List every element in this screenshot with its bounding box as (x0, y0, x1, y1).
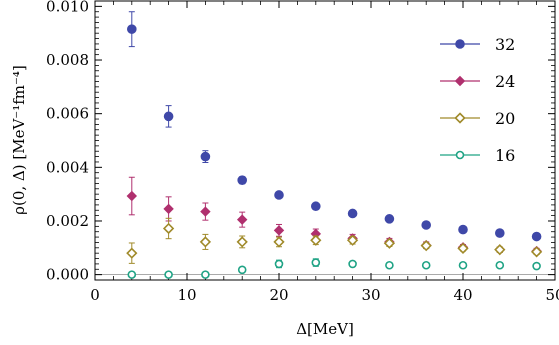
data-point (127, 24, 137, 34)
data-point (311, 201, 321, 212)
data-point (162, 222, 175, 235)
legend-label-32: 32 (495, 35, 515, 54)
data-point (236, 214, 248, 225)
x-tick-label: 10 (177, 286, 196, 304)
legend-marker-24 (454, 75, 466, 87)
data-point (420, 240, 432, 252)
data-point (273, 236, 285, 248)
legend: 32 24 20 16 (440, 35, 515, 165)
data-point (163, 203, 174, 215)
data-point (457, 242, 469, 254)
x-axis-title: Δ[MeV] (296, 320, 354, 338)
y-tick-label: 0.006 (46, 105, 89, 123)
data-point (348, 259, 357, 269)
data-point (495, 260, 505, 270)
data-point (237, 175, 247, 186)
legend-label-20: 20 (495, 109, 515, 128)
data-point (237, 265, 247, 275)
series-32 (127, 11, 542, 242)
data-point (200, 151, 211, 162)
y-tick-label: 0.008 (46, 51, 89, 69)
data-point (458, 260, 468, 270)
x-tick-label: 50 (545, 286, 559, 304)
data-point (199, 236, 212, 248)
legend-marker-16 (455, 150, 465, 160)
legend-label-24: 24 (495, 72, 515, 91)
data-point (530, 246, 543, 258)
legend-marker-32 (455, 39, 465, 49)
data-point (421, 220, 432, 230)
data-point (164, 270, 173, 279)
y-tick-label: 0.000 (46, 266, 89, 284)
series-16 (127, 258, 541, 279)
x-tick-label: 0 (90, 286, 100, 304)
y-tick-label: 0.002 (46, 212, 89, 230)
data-point (531, 231, 542, 242)
data-point (126, 190, 138, 202)
series-group (126, 11, 543, 279)
data-point (163, 111, 174, 122)
data-point (383, 237, 396, 249)
series-20 (126, 217, 543, 264)
plot-frame (94, 0, 556, 281)
data-point (495, 228, 505, 238)
series-24 (126, 176, 542, 257)
tick-group: 0 10 20 30 40 50 0.000 0.002 0.004 0.006 0.008 0.01… (46, 0, 559, 304)
data-point (421, 260, 431, 270)
data-point (311, 258, 321, 267)
data-point (347, 208, 358, 219)
data-point (346, 234, 359, 246)
y-axis-title: ρ(0, Δ) [MeV⁻¹fm⁻⁴] (10, 65, 28, 215)
data-point (532, 261, 541, 271)
data-point (201, 270, 210, 279)
legend-marker-20 (454, 112, 466, 124)
data-point (273, 225, 285, 236)
data-point (384, 214, 395, 224)
data-point (385, 260, 394, 270)
data-point (127, 270, 137, 279)
y-tick-label: 0.010 (46, 0, 89, 15)
x-tick-label: 20 (269, 286, 288, 304)
x-tick-label: 40 (453, 286, 472, 304)
data-point (126, 247, 138, 259)
data-point (236, 236, 248, 248)
y-tick-label: 0.004 (46, 158, 89, 176)
data-point (310, 234, 322, 246)
data-point (458, 224, 468, 235)
data-point (494, 244, 506, 256)
legend-label-16: 16 (495, 146, 515, 165)
data-point (274, 190, 284, 200)
x-tick-label: 30 (361, 286, 380, 304)
data-point (200, 206, 211, 217)
data-point (274, 259, 284, 269)
